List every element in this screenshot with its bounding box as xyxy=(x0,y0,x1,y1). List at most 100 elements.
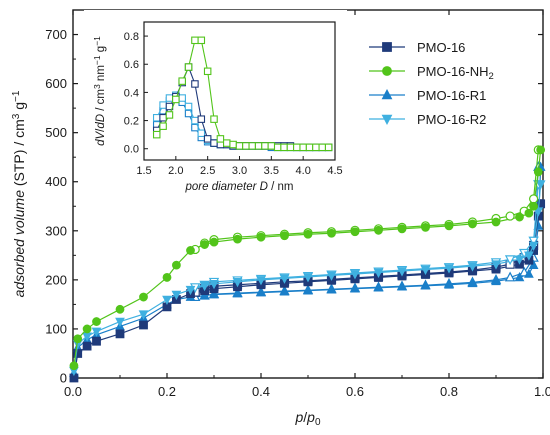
y-tick-label: 400 xyxy=(45,174,67,189)
adsorption-point xyxy=(515,212,524,222)
inset-y-label-part: dV xyxy=(95,131,107,146)
adsorption-point xyxy=(491,260,501,270)
inset-point xyxy=(159,122,167,130)
y-label-part: g xyxy=(11,102,27,114)
series-pmo-16-r2 xyxy=(69,180,546,377)
inset-y-label-part: / cm xyxy=(95,89,107,114)
adsorption-point xyxy=(444,264,454,274)
inset-point xyxy=(172,95,180,104)
inset-x-tick-label: 3.5 xyxy=(264,165,279,177)
inset-y-label-part: g xyxy=(95,46,107,56)
adsorption-point xyxy=(326,284,337,294)
adsorption-point xyxy=(467,277,478,288)
adsorption-point xyxy=(491,217,501,227)
adsorption-point xyxy=(186,246,195,255)
legend-label-text: PMO-16-NH xyxy=(417,64,489,79)
x-label-part: 0 xyxy=(315,417,321,428)
inset-y-axis-label: dV/dD / cm3 nm−1 g−1 xyxy=(92,36,107,146)
adsorption-point xyxy=(524,251,534,261)
legend-marker xyxy=(381,88,393,100)
inset-point xyxy=(178,77,186,85)
desorption-point xyxy=(528,236,539,247)
legend-label-subscript: 2 xyxy=(489,71,494,82)
inset-point xyxy=(318,143,327,152)
adsorption-point xyxy=(115,329,125,339)
adsorption-point xyxy=(200,240,210,249)
inset-y-tick-label: 0.6 xyxy=(124,59,139,71)
x-tick-label: 0.0 xyxy=(64,384,82,399)
adsorption-point xyxy=(420,265,431,276)
legend-entry: PMO-16-R2 xyxy=(369,112,486,127)
legend-marker xyxy=(382,42,392,52)
legend-label: PMO-16-R1 xyxy=(417,88,486,103)
y-label-part: 3 xyxy=(11,113,22,119)
inset-point xyxy=(191,116,199,125)
adsorption-point xyxy=(209,289,219,299)
adsorption-point xyxy=(514,271,525,282)
inset-point xyxy=(293,143,301,152)
x-label-part: p xyxy=(306,409,315,425)
adsorption-point xyxy=(350,283,360,293)
series-pmo-16-nh2 xyxy=(69,145,546,371)
inset-point xyxy=(210,115,218,123)
adsorption-point xyxy=(171,260,181,270)
adsorption-point xyxy=(162,302,172,312)
y-label-part: (STP) / cm xyxy=(11,119,27,190)
inset-point xyxy=(248,142,256,150)
inset-point xyxy=(254,142,263,150)
adsorption-point xyxy=(303,229,313,239)
adsorption-point xyxy=(92,317,101,326)
inset-point xyxy=(305,143,314,152)
x-label-part: p xyxy=(294,409,303,425)
adsorption-point xyxy=(209,279,219,290)
inset-point xyxy=(210,139,218,147)
adsorption-point xyxy=(162,295,172,305)
inset-y-label-part: −1 xyxy=(92,36,102,46)
y-tick-label: 0 xyxy=(60,371,67,386)
adsorption-point xyxy=(69,373,79,383)
adsorption-point xyxy=(524,208,534,218)
adsorption-point xyxy=(529,201,538,211)
adsorption-point xyxy=(82,341,92,351)
adsorption-point xyxy=(350,270,360,280)
inset-point xyxy=(267,142,276,150)
legend-entry: PMO-16-R1 xyxy=(369,88,486,103)
inset-point xyxy=(203,135,212,143)
adsorption-point xyxy=(256,232,266,242)
inset-x-label-part: D xyxy=(260,181,268,193)
adsorption-point xyxy=(171,290,182,301)
legend-label: PMO-16-R2 xyxy=(417,112,486,127)
inset-x-tick-label: 3.0 xyxy=(232,165,247,177)
adsorption-point xyxy=(256,276,266,286)
x-axis-label: p/p0 xyxy=(294,409,320,428)
inset-point xyxy=(216,135,225,143)
adsorption-point xyxy=(303,273,313,283)
inset-x-label-part: pore diameter xyxy=(184,181,259,193)
x-tick-label: 0.6 xyxy=(346,384,364,399)
adsorption-line xyxy=(73,184,542,371)
inset-y-label-part: 3 xyxy=(92,84,102,89)
desorption-point xyxy=(504,271,516,282)
inset-background xyxy=(84,10,347,200)
inset-x-label-part: / nm xyxy=(268,181,294,193)
adsorption-point xyxy=(279,274,290,284)
adsorption-point xyxy=(303,285,313,295)
inset-plot: 1.5 2.0 2.5 3.0 3.5 4.0 4.5 0.0 0.2 0.4 0.6 0.8 pore… xyxy=(84,10,347,200)
adsorption-point xyxy=(533,167,543,177)
inset-point xyxy=(273,143,282,152)
adsorption-point xyxy=(327,228,336,238)
adsorption-point xyxy=(185,285,196,296)
inset-x-axis-label: pore diameter D / nm xyxy=(184,181,293,193)
adsorption-point xyxy=(397,267,407,277)
inset-y-label-part: dD xyxy=(95,114,107,129)
main-plot: 0.0 0.2 0.4 0.6 0.8 1.0 0 100 200 300 400 500 600 700… xyxy=(11,9,550,428)
y-tick-label: 600 xyxy=(45,76,67,91)
adsorption-point xyxy=(535,180,546,190)
y-tick-label: 100 xyxy=(45,321,67,336)
inset-point xyxy=(165,111,174,119)
inset-point xyxy=(191,80,199,88)
inset-point xyxy=(242,142,250,150)
legend-label: PMO-16 xyxy=(417,40,465,55)
